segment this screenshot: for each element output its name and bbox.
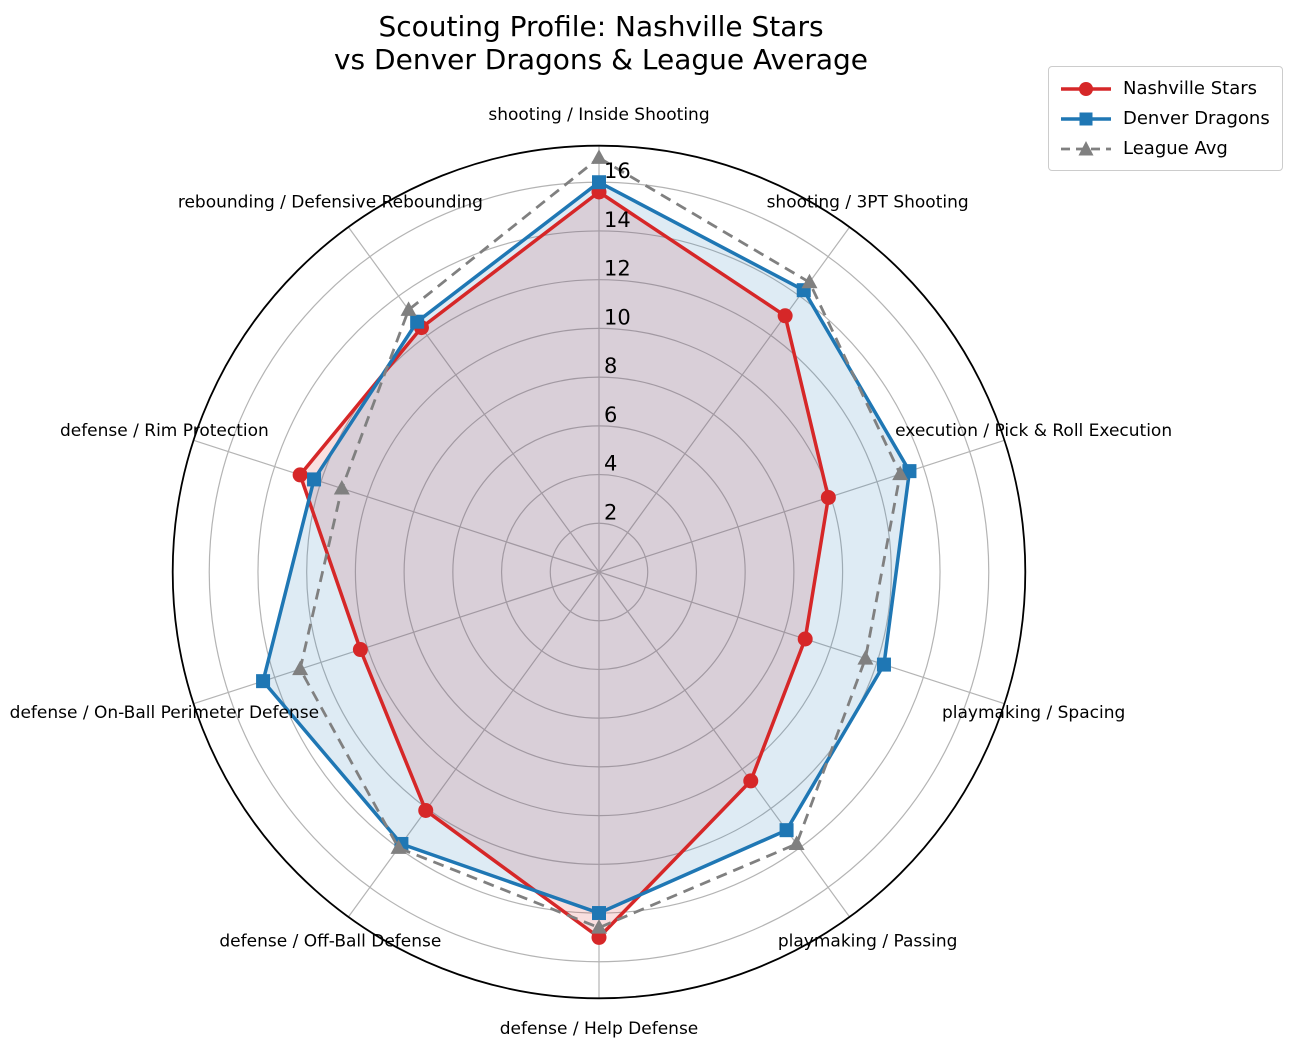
axis-spoke: [347, 226, 600, 573]
legend: Nashville Stars Denver Dragons League Av…: [1048, 66, 1283, 171]
data-point-league-avg: [400, 301, 417, 316]
axis-label-defense-help-defense: defense / Help Defense: [500, 1019, 699, 1039]
legend-swatch-denver-dragons: [1061, 112, 1111, 125]
data-point-nashville-stars: [352, 642, 368, 658]
axis-label-defense-on-ball-perimeter-defense: defense / On-Ball Perimeter Defense: [10, 703, 319, 723]
axis-spoke: [598, 571, 851, 918]
axis-label-defense-off-ball-defense: defense / Off-Ball Defense: [219, 932, 441, 952]
axis-spoke: [347, 571, 600, 918]
data-point-league-avg: [292, 660, 309, 676]
legend-label: Denver Dragons: [1123, 108, 1270, 129]
legend-swatch-league-avg: [1061, 140, 1111, 155]
radial-tick-label: 16: [604, 159, 631, 183]
radial-tick-label: 10: [604, 305, 631, 329]
data-point-league-avg: [857, 650, 874, 665]
data-point-denver-dragons: [592, 906, 606, 921]
radial-tick-label: 8: [604, 354, 617, 378]
axis-label-playmaking-spacing: playmaking / Spacing: [942, 703, 1125, 723]
radial-tick-label: 2: [604, 500, 617, 524]
data-point-nashville-stars: [820, 489, 836, 505]
axis-label-playmaking-passing: playmaking / Passing: [778, 932, 958, 952]
radial-tick-label: 6: [604, 403, 617, 427]
legend-label: League Avg: [1123, 138, 1228, 159]
data-point-denver-dragons: [902, 464, 917, 479]
data-point-denver-dragons: [876, 657, 891, 672]
legend-item-league-avg: League Avg: [1058, 135, 1270, 162]
axis-spoke: [598, 439, 1005, 573]
radial-tick-label: 4: [604, 452, 617, 476]
data-point-nashville-stars: [743, 773, 759, 789]
data-point-denver-dragons: [256, 674, 271, 689]
data-point-league-avg: [591, 149, 607, 164]
data-point-nashville-stars: [292, 467, 308, 483]
series-fill-nashville-stars: [300, 191, 829, 938]
polar-spine: [171, 144, 1027, 1000]
radial-tick-label: 14: [604, 208, 631, 232]
data-point-nashville-stars: [797, 631, 813, 647]
axis-spoke: [193, 439, 600, 573]
data-point-denver-dragons: [592, 175, 606, 190]
legend-marker-square: [1079, 112, 1093, 125]
axis-label-defense-rim-protection: defense / Rim Protection: [60, 421, 269, 441]
data-point-league-avg: [788, 835, 805, 850]
axis-label-shooting-3pt-shooting: shooting / 3PT Shooting: [767, 192, 969, 212]
data-point-nashville-stars: [777, 308, 793, 324]
axis-label-shooting-inside-shooting: shooting / Inside Shooting: [488, 105, 709, 125]
data-point-nashville-stars: [418, 802, 434, 818]
data-point-denver-dragons: [410, 314, 425, 329]
axis-label-execution-pick-roll-execution: execution / Pick & Roll Execution: [895, 421, 1172, 441]
data-point-league-avg: [390, 839, 407, 854]
data-point-league-avg: [333, 479, 350, 495]
radial-tick-label: 12: [604, 257, 631, 281]
chart-title-line1: Scouting Profile: Nashville Stars: [378, 10, 824, 43]
series-line-league-avg: [298, 156, 902, 930]
legend-item-nashville-stars: Nashville Stars: [1058, 75, 1270, 102]
data-point-denver-dragons: [779, 823, 794, 838]
data-point-league-avg: [892, 465, 909, 481]
data-point-denver-dragons: [307, 472, 322, 487]
chart-title: Scouting Profile: Nashville Stars vs Den…: [0, 10, 1202, 76]
series-fill-denver-dragons: [263, 182, 910, 914]
legend-label: Nashville Stars: [1123, 78, 1258, 99]
chart-title-line2: vs Denver Dragons & League Average: [333, 43, 869, 76]
legend-item-denver-dragons: Denver Dragons: [1058, 105, 1270, 132]
data-point-league-avg: [591, 919, 607, 934]
legend-marker-circle: [1079, 81, 1093, 96]
legend-swatch-nashville-stars: [1061, 81, 1111, 96]
legend-marker-triangle: [1078, 140, 1094, 155]
axis-label-rebounding-defensive-rebounding: rebounding / Defensive Rebounding: [178, 192, 483, 212]
data-point-league-avg: [801, 273, 818, 289]
